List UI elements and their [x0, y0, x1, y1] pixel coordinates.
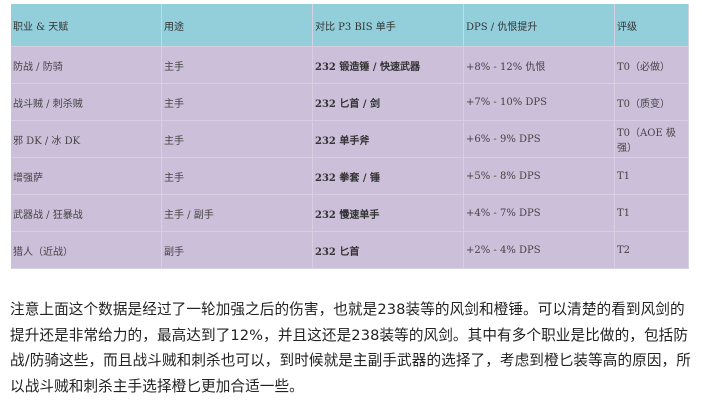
header-dps: DPS / 仇恨提升 — [463, 4, 615, 47]
cell-rating: T0（AOE 极强） — [614, 120, 689, 158]
table-row: 武器战 / 狂暴战 主手 / 副手 232 慢速单手 +4% - 7% DPS T1 — [11, 194, 689, 232]
cell-compare: 232 单手斧 — [312, 120, 464, 158]
cell-rating: T2 — [614, 231, 689, 269]
header-usage: 用途 — [161, 4, 313, 47]
cell-dps: +2% - 4% DPS — [463, 231, 615, 269]
cell-compare: 232 拳套 / 锤 — [312, 157, 464, 195]
table-row: 战斗贼 / 刺杀贼 主手 232 匕首 / 剑 +7% - 10% DPS T0（质变） — [11, 83, 689, 121]
header-compare: 对比 P3 BIS 单手 — [312, 4, 464, 47]
header-class: 职业 & 天赋 — [11, 4, 162, 47]
header-rating: 评级 — [614, 4, 689, 47]
cell-dps: +8% - 12% 仇恨 — [463, 46, 615, 84]
cell-usage: 主手 / 副手 — [161, 194, 313, 232]
cell-class: 防战 / 防骑 — [11, 46, 162, 84]
table-row: 增强萨 主手 232 拳套 / 锤 +5% - 8% DPS T1 — [11, 157, 689, 195]
cell-rating: T0（质变） — [614, 83, 689, 121]
cell-rating: T0（必做） — [614, 46, 689, 84]
cell-compare: 232 匕首 — [312, 231, 464, 269]
cell-class: 增强萨 — [11, 157, 162, 195]
cell-class: 猎人（近战） — [11, 231, 162, 269]
cell-compare: 232 锻造锤 / 快速武器 — [312, 46, 464, 84]
cell-usage: 主手 — [161, 46, 313, 84]
cell-dps: +5% - 8% DPS — [463, 157, 615, 195]
cell-dps: +7% - 10% DPS — [463, 83, 615, 121]
cell-compare: 232 匕首 / 剑 — [312, 83, 464, 121]
table-row: 防战 / 防骑 主手 232 锻造锤 / 快速武器 +8% - 12% 仇恨 T0（必做… — [11, 46, 689, 84]
cell-class: 战斗贼 / 刺杀贼 — [11, 83, 162, 121]
weapon-comparison-table: 职业 & 天赋 用途 对比 P3 BIS 单手 DPS / 仇恨提升 评级 防战… — [11, 4, 689, 269]
cell-usage: 主手 — [161, 120, 313, 158]
cell-usage: 副手 — [161, 231, 313, 269]
cell-rating: T1 — [614, 194, 689, 232]
table-row: 邪 DK / 冰 DK 主手 232 单手斧 +6% - 9% DPS T0（AOE 极… — [11, 120, 689, 158]
cell-compare: 232 慢速单手 — [312, 194, 464, 232]
cell-dps: +4% - 7% DPS — [463, 194, 615, 232]
table-row: 猎人（近战） 副手 232 匕首 +2% - 4% DPS T2 — [11, 231, 689, 269]
body-paragraph: 注意上面这个数据是经过了一轮加强之后的伤害，也就是238装等的风剑和橙锤。可以清… — [10, 301, 691, 395]
table-header-row: 职业 & 天赋 用途 对比 P3 BIS 单手 DPS / 仇恨提升 评级 — [11, 4, 689, 47]
cell-class: 武器战 / 狂暴战 — [11, 194, 162, 232]
cell-usage: 主手 — [161, 83, 313, 121]
cell-usage: 主手 — [161, 157, 313, 195]
cell-class: 邪 DK / 冰 DK — [11, 120, 162, 158]
cell-dps: +6% - 9% DPS — [463, 120, 615, 158]
cell-rating: T1 — [614, 157, 689, 195]
